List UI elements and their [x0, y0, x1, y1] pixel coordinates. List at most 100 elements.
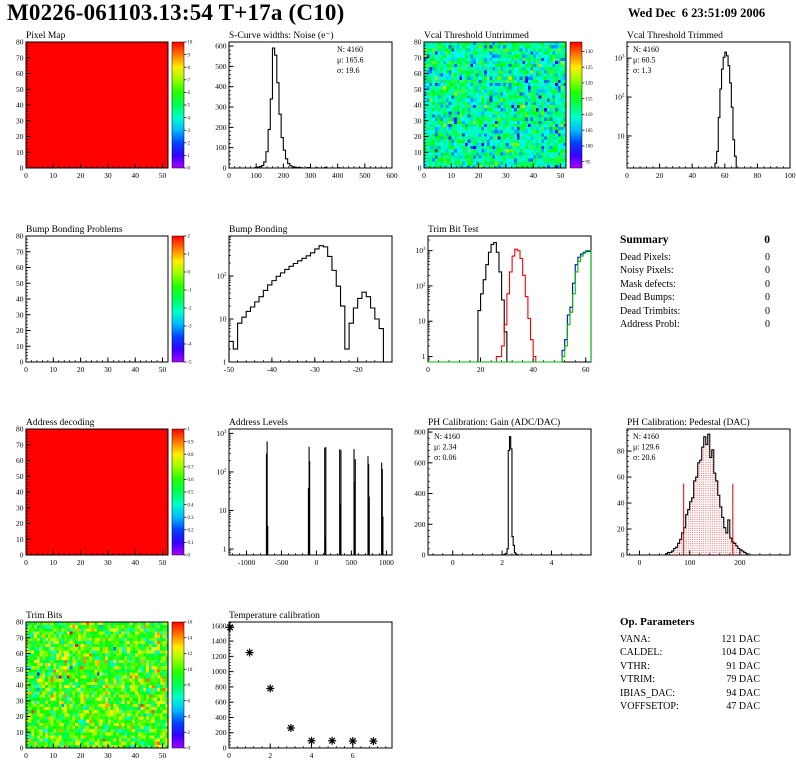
svg-text:-3: -3 — [188, 325, 193, 330]
svg-text:30: 30 — [16, 310, 24, 319]
svg-text:Trim Bit Test: Trim Bit Test — [428, 225, 479, 235]
summary-row-value: 0 — [765, 319, 770, 330]
svg-text:80: 80 — [16, 232, 24, 241]
svg-text:4: 4 — [188, 116, 191, 121]
chart-ph_gain: PH Calibration: Gain (ADC/DAC) 0 2 4 0 200 400… — [414, 417, 592, 567]
svg-text:60: 60 — [617, 473, 625, 482]
summary-row: Address Probl: 0 — [620, 318, 770, 332]
op-parameter-row-value: 79 DAC — [726, 674, 760, 685]
svg-text:400: 400 — [414, 489, 426, 498]
svg-text:10: 10 — [16, 148, 24, 157]
svg-text:0: 0 — [422, 171, 426, 180]
svg-text:80: 80 — [16, 425, 24, 434]
summary-row: Noisy Pixels: 0 — [620, 264, 770, 278]
svg-text:3: 3 — [188, 129, 191, 134]
svg-text:100: 100 — [586, 145, 594, 150]
svg-text:8: 8 — [188, 66, 191, 71]
svg-text:70: 70 — [16, 440, 24, 449]
svg-text:30: 30 — [104, 171, 112, 180]
svg-text:Address decoding: Address decoding — [26, 418, 95, 428]
svg-text:103: 103 — [615, 54, 626, 63]
svg-text:600: 600 — [215, 42, 227, 51]
svg-text:0: 0 — [24, 558, 28, 567]
svg-text:200: 200 — [215, 123, 227, 132]
svg-text:1: 1 — [223, 358, 227, 367]
svg-text:-2: -2 — [188, 307, 193, 312]
svg-text:30: 30 — [104, 365, 112, 374]
svg-text:N: 4160: N: 4160 — [633, 45, 659, 54]
op-parameter-row-label: IBIAS_DAC: — [620, 687, 676, 699]
svg-text:80: 80 — [754, 171, 762, 180]
svg-text:-30: -30 — [310, 365, 320, 374]
panel-scurve-noise: S-Curve widths: Noise (e⁻) 0 100 200 300 400 5… — [199, 28, 398, 200]
svg-text:600: 600 — [386, 171, 398, 180]
svg-text:0: 0 — [20, 551, 24, 560]
svg-text:Vcal Threshold Untrimmed: Vcal Threshold Untrimmed — [424, 31, 529, 41]
chart-vcal_trimmed: Vcal Threshold Trimmed 0 20 40 60 80 100 10 102 1… — [615, 31, 796, 180]
chart-vcal_untrimmed: Vcal Threshold Untrimmed 0 10 20 30 40 50 0 10 20… — [414, 31, 594, 180]
svg-text:-1: -1 — [188, 289, 193, 294]
op-parameter-row: VTHR: 91 DAC — [620, 660, 760, 674]
svg-text:20: 20 — [77, 365, 85, 374]
op-parameter-row: VANA: 121 DAC — [620, 633, 760, 647]
svg-text:102: 102 — [217, 467, 228, 476]
svg-text:10: 10 — [617, 131, 625, 140]
summary-header: Summary 0 — [620, 234, 770, 248]
svg-text:1000: 1000 — [379, 558, 394, 567]
svg-text:0: 0 — [24, 171, 28, 180]
svg-text:N: 4160: N: 4160 — [434, 432, 460, 441]
panel-vcal-untrimmed: Vcal Threshold Untrimmed 0 10 20 30 40 50 0 10 20… — [398, 28, 597, 200]
svg-text:0.7: 0.7 — [188, 466, 195, 471]
svg-text:Bump Bonding Problems: Bump Bonding Problems — [26, 225, 123, 235]
panel-bump-bonding: Bump Bonding -50 -40 -30 -20 1 10 102 — [199, 222, 398, 394]
svg-text:200: 200 — [278, 171, 290, 180]
svg-text:105: 105 — [586, 129, 594, 134]
svg-text:0.1: 0.1 — [188, 541, 195, 546]
panel-bump-problems: Bump Bonding Problems 0 10 20 30 40 50 0 10 20 30 4… — [0, 222, 199, 394]
svg-text:110: 110 — [586, 113, 594, 118]
svg-text:0: 0 — [223, 164, 227, 173]
svg-text:10: 10 — [219, 314, 227, 323]
svg-text:40: 40 — [617, 499, 625, 508]
svg-text:10: 10 — [219, 506, 227, 515]
op-parameter-row-value: 121 DAC — [721, 633, 760, 645]
svg-text:400: 400 — [332, 171, 344, 180]
svg-text:0: 0 — [426, 365, 430, 374]
svg-text:30: 30 — [16, 116, 24, 125]
svg-text:40: 40 — [131, 171, 139, 180]
svg-text:50: 50 — [16, 85, 24, 94]
svg-text:80: 80 — [414, 38, 422, 47]
panel-pixel-map: Pixel Map 0 10 20 30 40 50 0 10 20 30 40 50 60 70 80 0 1 2… — [0, 28, 199, 200]
svg-text:Bump Bonding: Bump Bonding — [229, 225, 288, 235]
svg-text:40: 40 — [16, 101, 24, 110]
summary-row-label: Noisy Pixels: — [620, 265, 674, 276]
svg-text:60: 60 — [16, 263, 24, 272]
chart-address_levels: Address Levels -1000 -500 0 500 1000 1 10 102 103 — [217, 418, 395, 567]
svg-text:40: 40 — [131, 558, 139, 567]
svg-text:102: 102 — [416, 281, 427, 290]
svg-text:Address Levels: Address Levels — [229, 418, 288, 428]
svg-text:0: 0 — [188, 271, 191, 276]
op-parameters-rows: VANA: 121 DAC CALDEL: 104 DAC VTHR: 91 DAC VTR… — [597, 633, 796, 714]
svg-text:μ: 165.6: μ: 165.6 — [337, 56, 364, 65]
svg-text:PH Calibration: Pedestal (DAC): PH Calibration: Pedestal (DAC) — [627, 417, 750, 428]
svg-text:4: 4 — [550, 558, 554, 567]
svg-text:0.6: 0.6 — [188, 478, 195, 483]
svg-text:50: 50 — [159, 558, 167, 567]
svg-text:-40: -40 — [267, 365, 277, 374]
svg-text:120: 120 — [586, 82, 594, 87]
svg-text:20: 20 — [617, 525, 625, 534]
panel-ph-pedestal: PH Calibration: Pedestal (DAC) 0 100 200 0 20… — [597, 415, 796, 587]
op-parameter-row-value: 91 DAC — [726, 660, 760, 672]
svg-text:0.4: 0.4 — [188, 503, 195, 508]
svg-text:60: 60 — [721, 171, 729, 180]
svg-text:50: 50 — [16, 472, 24, 481]
op-parameter-row-value: 47 DAC — [726, 701, 760, 712]
svg-text:60: 60 — [16, 69, 24, 78]
svg-text:70: 70 — [16, 247, 24, 256]
svg-text:0: 0 — [638, 558, 642, 567]
svg-text:50: 50 — [159, 171, 167, 180]
svg-text:2: 2 — [500, 558, 504, 567]
svg-text:5: 5 — [188, 104, 191, 109]
